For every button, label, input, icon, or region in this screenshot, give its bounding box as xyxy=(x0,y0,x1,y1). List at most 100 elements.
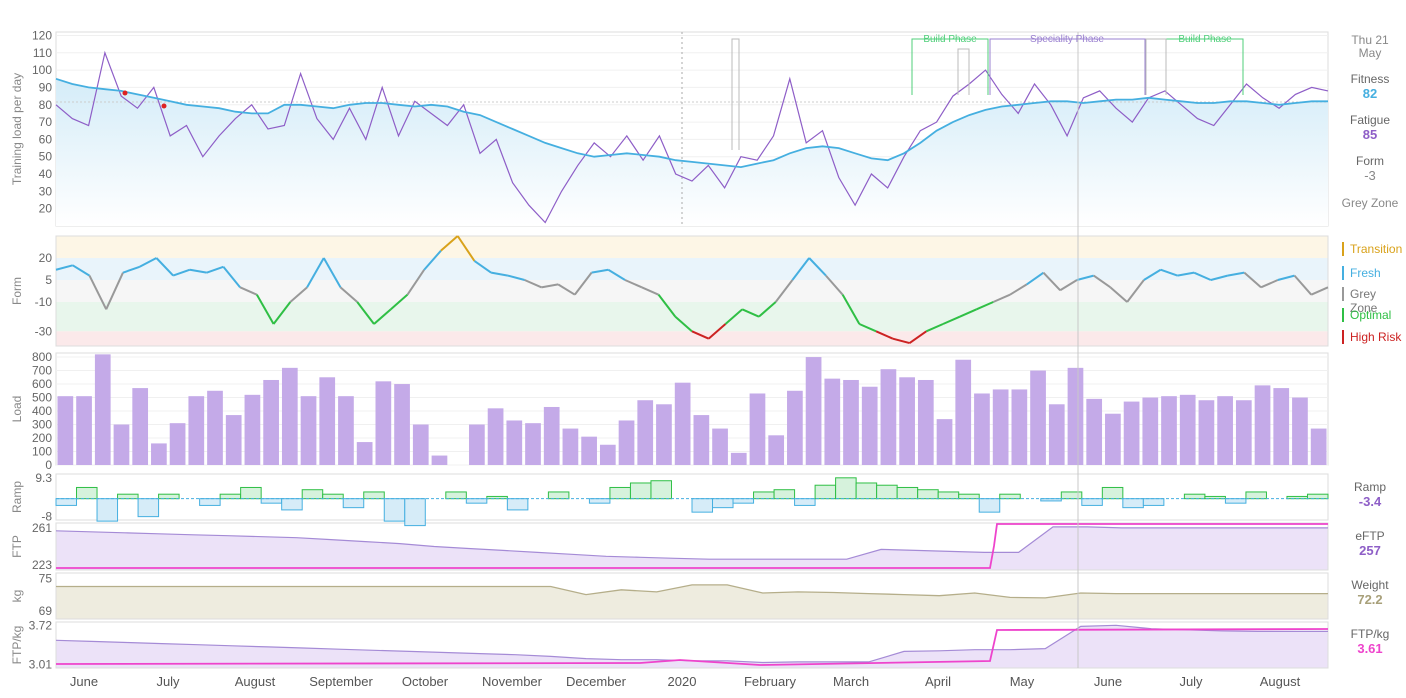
ramp-step xyxy=(404,498,426,527)
load-bar xyxy=(656,404,672,465)
load-tick-label: 300 xyxy=(32,418,52,432)
training-load-axis-title: Training load per day xyxy=(10,73,24,185)
form-segment xyxy=(356,301,375,325)
load-tick-label: 200 xyxy=(32,431,52,445)
ramp-step xyxy=(96,498,119,522)
load-bar xyxy=(581,436,597,465)
ramp-step xyxy=(342,498,365,509)
load-bar xyxy=(1011,389,1028,465)
month-label: June xyxy=(1094,674,1122,689)
weight-readout: Weight 72.2 xyxy=(1334,578,1406,607)
ramp-step xyxy=(1245,491,1267,500)
form-segment xyxy=(507,274,525,281)
ramp-step xyxy=(1142,498,1165,506)
load-bar xyxy=(338,396,354,465)
load-bar xyxy=(1273,388,1290,465)
ftp-frame xyxy=(55,522,1329,571)
load-tick-label: 600 xyxy=(32,377,52,391)
load-bar xyxy=(431,455,448,465)
load-bar xyxy=(712,428,728,465)
fitness-line xyxy=(55,77,1328,169)
sidebar: Thu 21 May Fitness 82 Fatigue 85 Form -3… xyxy=(1334,0,1406,698)
ramp-step xyxy=(958,493,980,500)
ramp-tick-label: 9.3 xyxy=(35,471,52,485)
ramp-step xyxy=(1122,498,1144,509)
month-label: March xyxy=(833,674,869,689)
ramp-step xyxy=(794,498,816,506)
form-segment xyxy=(1193,271,1212,281)
load-bar xyxy=(674,382,691,465)
form-segment xyxy=(858,323,877,333)
ramp-step xyxy=(117,493,139,500)
form-segment xyxy=(825,274,844,296)
form-segment xyxy=(122,265,141,274)
ftpkg-tick-label: 3.01 xyxy=(29,658,53,672)
training-load-tick-label: 110 xyxy=(33,46,52,60)
load-bar xyxy=(1105,413,1121,465)
ramp-step xyxy=(301,489,324,500)
ftp-axis-title: FTP xyxy=(10,535,24,558)
ramp-label: Ramp xyxy=(1353,480,1386,494)
weight-label: Weight xyxy=(1351,578,1389,592)
month-label: August xyxy=(235,674,276,689)
ramp-step xyxy=(650,480,672,500)
form-tick-label: -10 xyxy=(35,295,53,309)
weight-tick-label: 75 xyxy=(39,571,53,585)
form-segment xyxy=(674,315,693,333)
form-band-grey xyxy=(56,280,1328,302)
ramp-step xyxy=(917,489,939,500)
date-line-1: Thu 21 xyxy=(1351,33,1389,47)
form-segment xyxy=(88,275,108,310)
training-load-tick-label: 50 xyxy=(39,150,53,164)
load-bar xyxy=(1161,396,1177,465)
load-bar xyxy=(1067,367,1084,465)
load-bar xyxy=(1142,397,1159,465)
load-bar xyxy=(974,393,990,465)
form-value: -3 xyxy=(1364,168,1376,183)
form-label: Form xyxy=(1356,154,1384,168)
event-marker xyxy=(161,103,167,109)
form-segment xyxy=(255,294,275,325)
load-bar xyxy=(992,389,1009,465)
load-bar xyxy=(861,386,878,465)
legend-transition: Transition xyxy=(1342,242,1402,256)
ramp-value: -3.4 xyxy=(1358,494,1382,509)
load-bar xyxy=(805,357,822,465)
load-bar xyxy=(730,452,747,465)
ramp-step xyxy=(773,489,796,500)
weight-frame xyxy=(55,572,1329,620)
load-bar xyxy=(936,419,953,465)
load-bar xyxy=(824,378,841,465)
load-bar xyxy=(1310,428,1327,465)
month-label: December xyxy=(566,674,627,689)
legend-high-risk: High Risk xyxy=(1342,330,1401,344)
ramp-step xyxy=(1101,486,1124,500)
ramp-step xyxy=(1081,498,1103,506)
load-bar xyxy=(693,415,710,465)
date-line-2: May xyxy=(1358,46,1382,60)
load-bar xyxy=(1086,398,1103,465)
form-segment xyxy=(541,283,559,289)
month-label: November xyxy=(482,674,543,689)
zone-label: Grey Zone xyxy=(1341,196,1399,210)
load-bar xyxy=(543,406,560,465)
ftp-tick-label: 261 xyxy=(32,521,52,535)
month-label: July xyxy=(1179,674,1203,689)
load-bar xyxy=(787,390,803,465)
ramp-step xyxy=(691,498,714,513)
load-tick-label: 500 xyxy=(32,391,52,405)
training-load-tick-label: 80 xyxy=(39,98,53,112)
training-load-tick-label: 60 xyxy=(39,132,53,146)
ramp-step xyxy=(876,484,898,500)
form-segment xyxy=(322,257,342,288)
form-segment xyxy=(1310,286,1329,296)
form-segment xyxy=(1026,271,1045,286)
form-segment xyxy=(423,250,442,271)
load-bar xyxy=(469,424,485,465)
form-frame xyxy=(55,235,1329,347)
load-bar xyxy=(768,435,785,465)
load-tick-label: 100 xyxy=(32,445,52,459)
month-label: September xyxy=(309,674,373,689)
form-segment xyxy=(892,337,910,345)
load-bar xyxy=(1217,396,1233,465)
